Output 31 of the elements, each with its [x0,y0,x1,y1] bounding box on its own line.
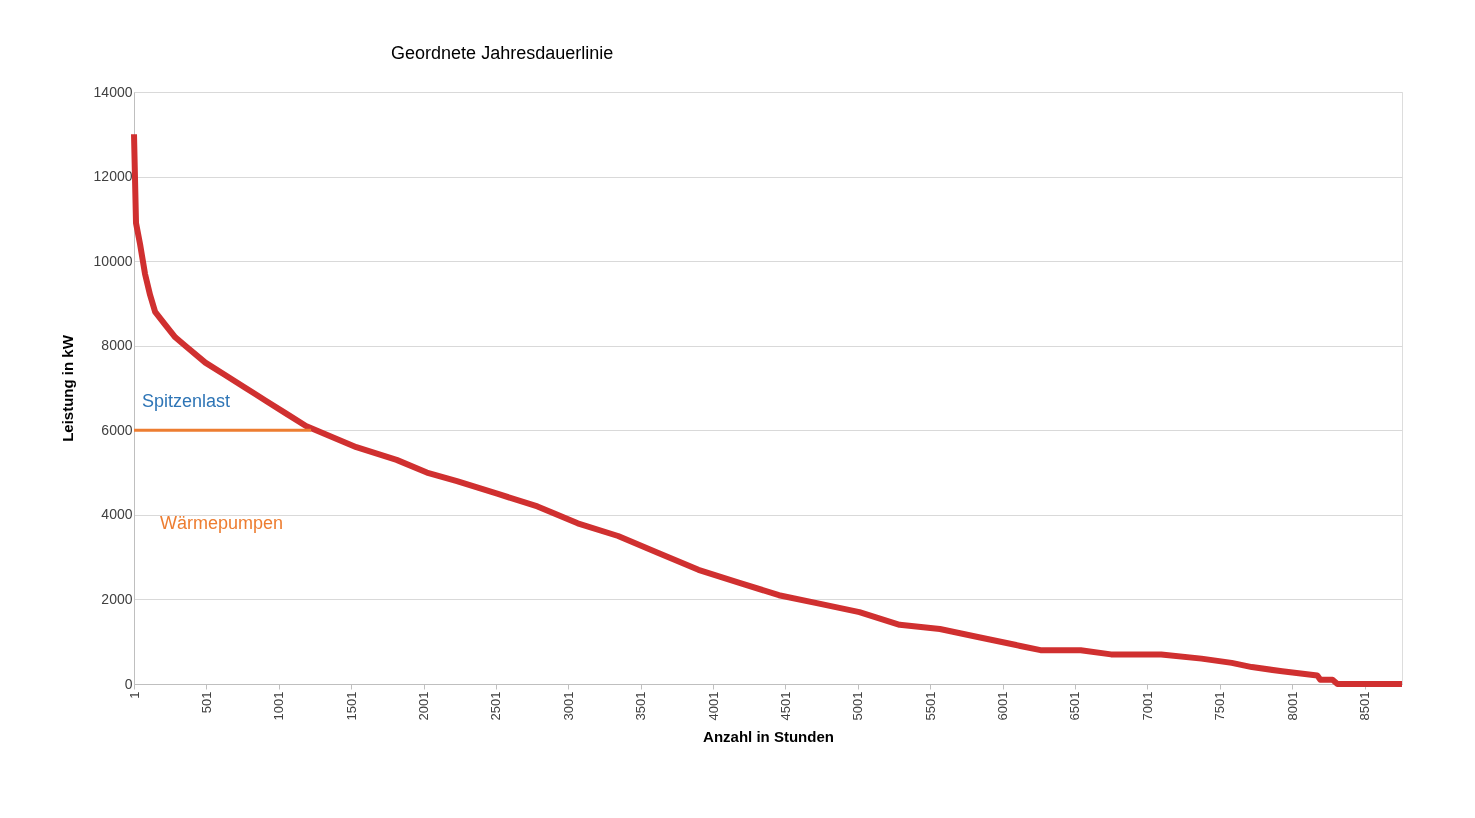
y-tick-label: 0 [124,675,133,692]
x-axis-title: Anzahl in Stunden [703,728,834,746]
y-tick-label: 8000 [101,337,133,354]
y-tick-label: 10000 [93,252,133,269]
x-tick-label: 4501 [777,691,793,721]
x-tick-label: 2001 [416,691,432,721]
annotation: Spitzenlast [142,391,231,411]
y-tick-label: 2000 [101,590,133,607]
chart-title: Geordnete Jahresdauerlinie [391,43,614,63]
x-tick-label: 7001 [1139,691,1155,721]
x-tick-label: 5501 [922,691,938,721]
x-tick-label: 3001 [560,691,576,721]
y-tick-label: 6000 [101,421,133,438]
x-tick-label: 501 [198,691,214,714]
x-tick-label: 6001 [995,691,1011,721]
x-tick-label: 8001 [1284,691,1300,721]
x-tick-label: 7501 [1212,691,1228,721]
x-tick-label: 1001 [271,691,287,721]
y-axis-title: Leistung in kW [58,334,76,442]
x-tick-label: 1501 [343,691,359,721]
y-tick-label: 4000 [101,506,133,523]
x-tick-label: 6501 [1067,691,1083,721]
annotation: Wärmepumpen [160,513,284,533]
x-tick-label: 8501 [1357,691,1373,721]
x-tick-label: 3501 [633,691,649,721]
x-tick-label: 2501 [488,691,504,721]
y-tick-label: 12000 [93,168,133,185]
x-tick-label: 4001 [705,691,721,721]
x-tick-label: 1 [126,691,142,699]
x-tick-label: 5001 [850,691,866,721]
y-tick-label: 14000 [93,83,133,100]
